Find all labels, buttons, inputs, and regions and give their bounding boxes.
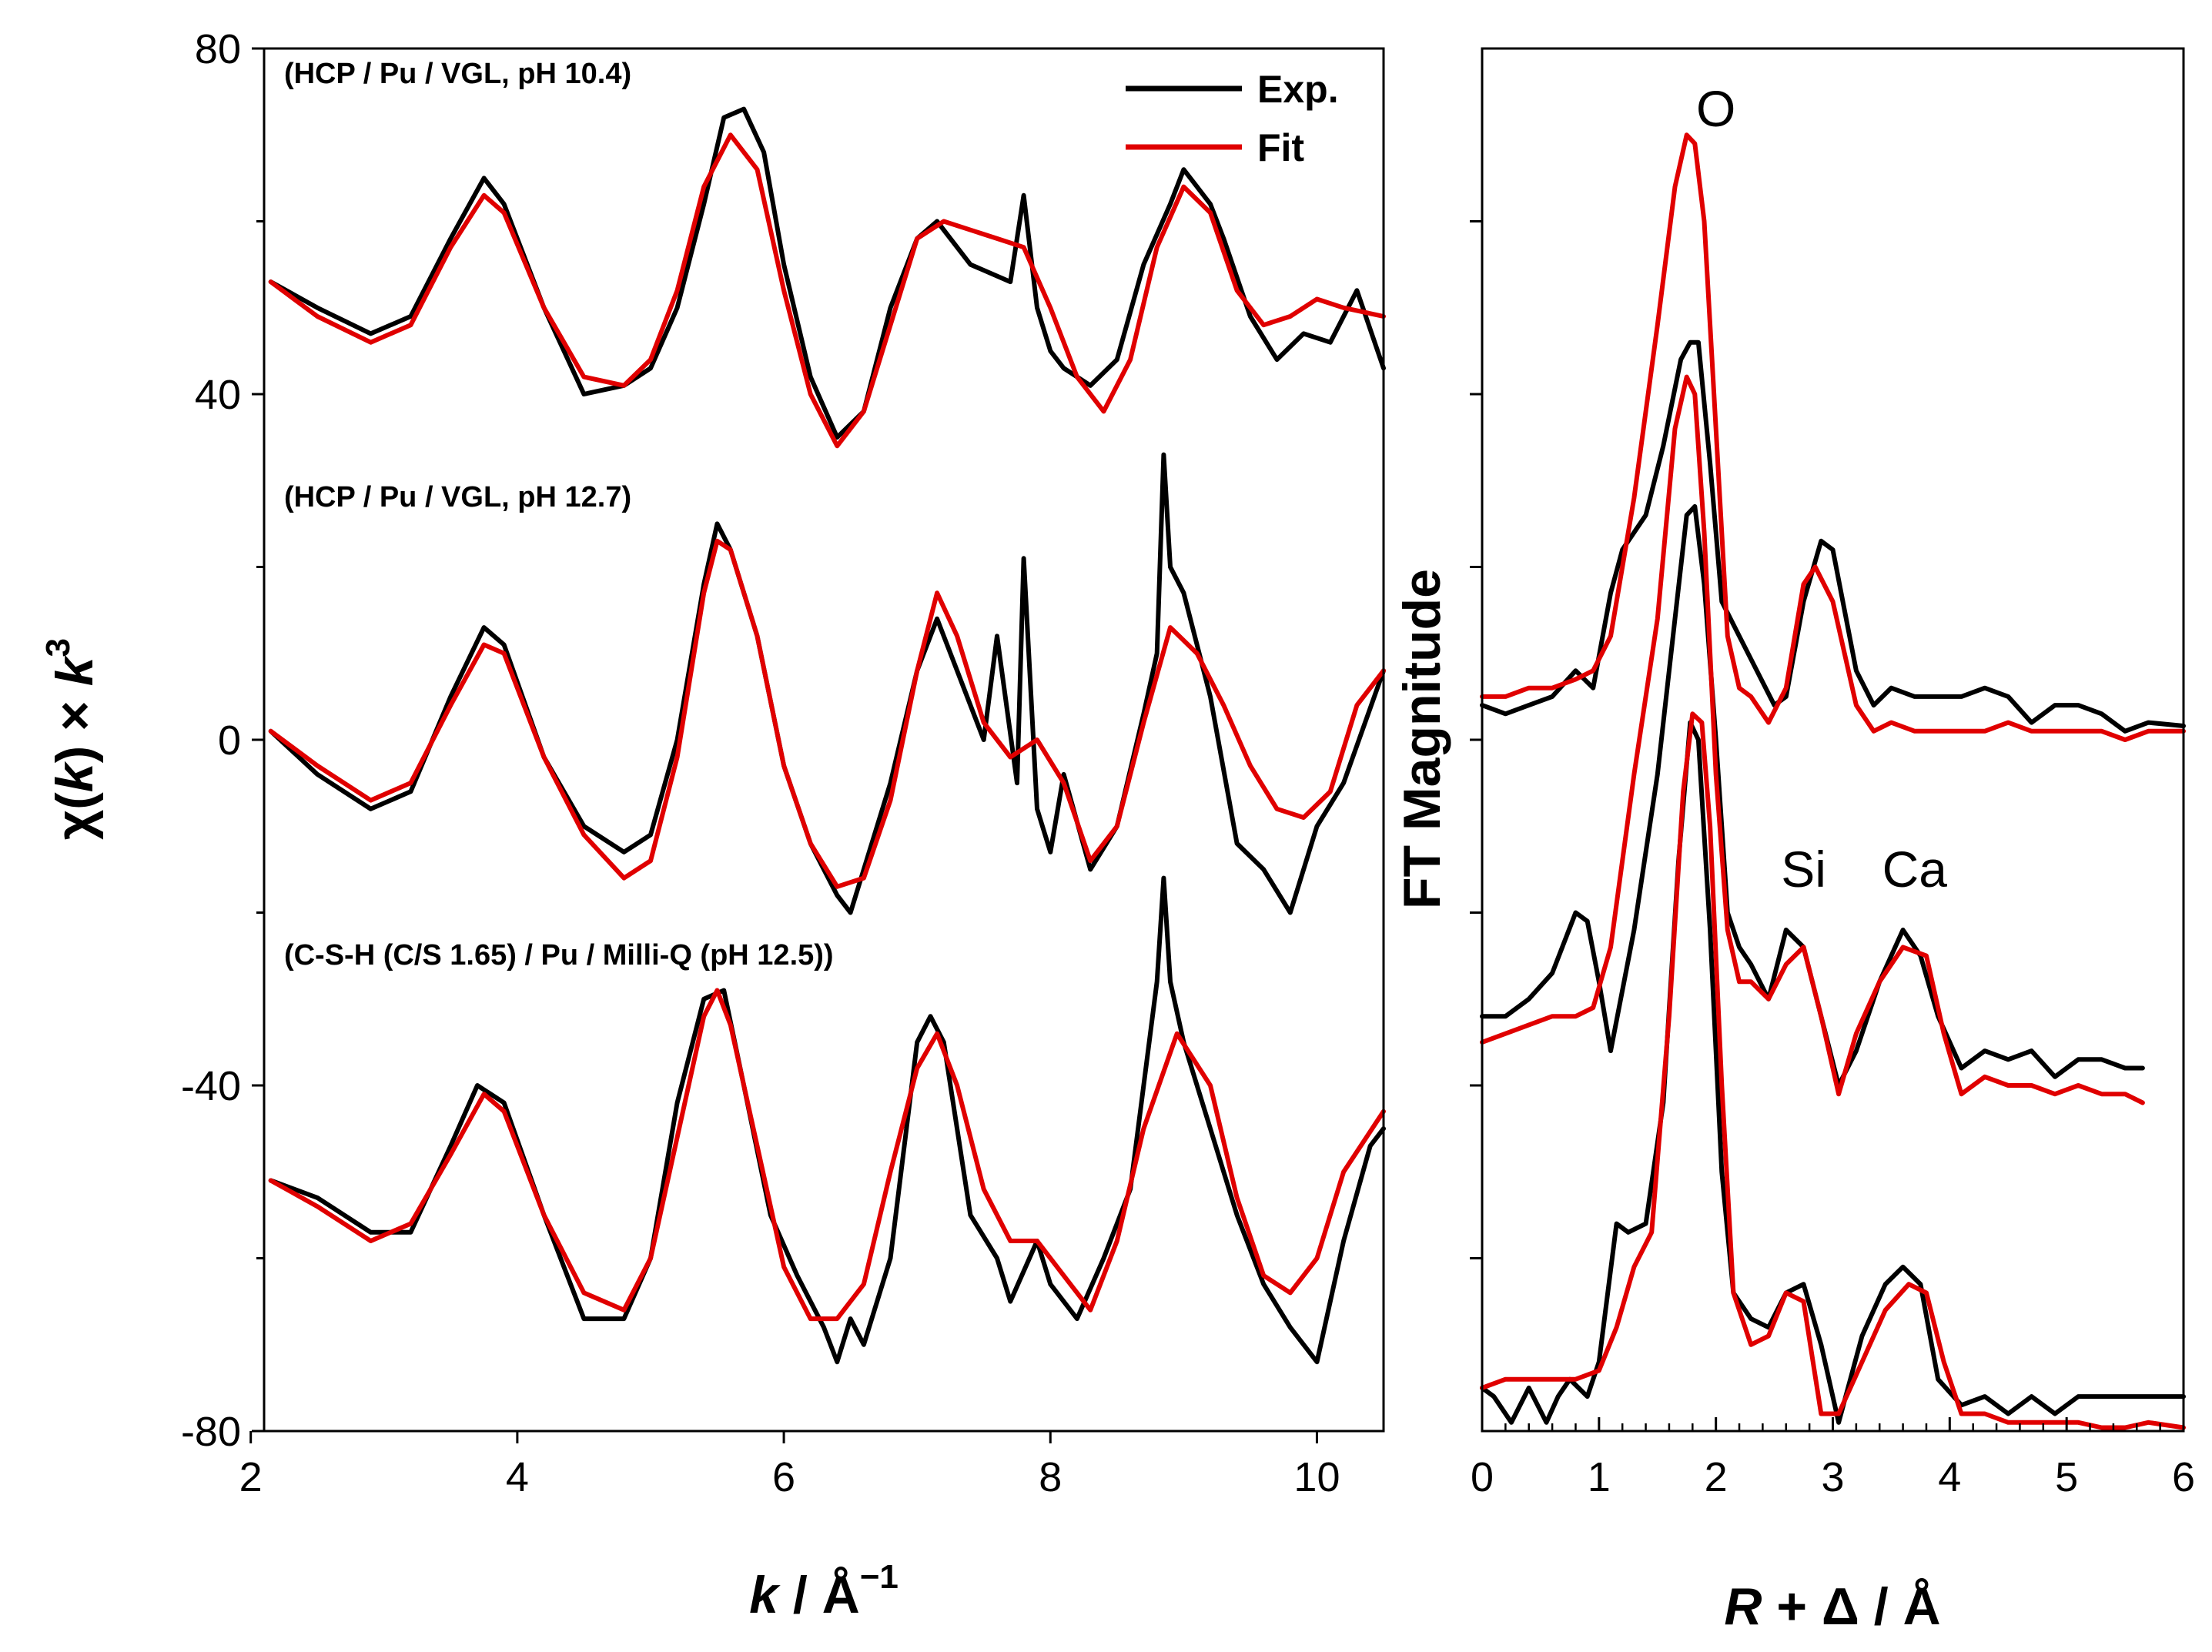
legend-fit-label: Fit — [1257, 126, 1304, 169]
left-y-tick-label-4: 80 — [195, 26, 241, 72]
left-y-tick-label-1: -40 — [181, 1063, 241, 1109]
right-x-tick-label-6: 6 — [2172, 1454, 2195, 1500]
left-trace-annotation-0: (HCP / Pu / VGL, pH 10.4) — [284, 58, 631, 90]
left-x-axis-title: k / Å−1 — [749, 1558, 899, 1624]
legend-exp-label: Exp. — [1257, 68, 1339, 111]
right-fit-line-5 — [1480, 711, 2186, 1430]
left-trace-annotation-1: (HCP / Pu / VGL, pH 12.7) — [284, 481, 631, 513]
left-y-tick-label-3: 40 — [195, 372, 241, 418]
left-panel-chi-k3: 2 4 6 8 10 -80 -40 0 40 80 (HCP / Pu / VGL, pH 10… — [39, 26, 1386, 1624]
left-fit-line-1 — [268, 132, 1386, 449]
right-x-tick-label-5: 5 — [2055, 1454, 2078, 1500]
peak-label-ca: Ca — [1882, 841, 1948, 898]
right-plot-frame — [1481, 47, 2185, 1433]
right-axes: 0 1 2 3 4 5 6 — [1470, 220, 2195, 1500]
peak-label-o: O — [1696, 80, 1735, 137]
left-series-group — [268, 106, 1386, 1365]
right-y-axis-title: FT Magnitude — [1393, 569, 1451, 909]
left-exp-line-4 — [268, 875, 1386, 1365]
left-x-tick-label-2: 6 — [772, 1454, 795, 1500]
right-exp-line-0 — [1480, 339, 2186, 734]
right-fit-line-1 — [1480, 132, 2186, 742]
right-x-tick-label-1: 1 — [1588, 1454, 1611, 1500]
left-trace-annotation-2: (C-S-H (C/S 1.65) / Pu / Milli-Q (pH 12.… — [284, 939, 834, 971]
left-x-tick-label-0: 2 — [239, 1454, 263, 1500]
right-panel-ft-magnitude: 0 1 2 3 4 5 6 O Si Ca FT Magnitude R + Δ / Å — [1393, 47, 2195, 1636]
right-x-tick-label-4: 4 — [1938, 1454, 1961, 1500]
left-y-tick-label-2: 0 — [218, 717, 241, 764]
left-fit-line-3 — [268, 538, 1386, 889]
legend: Exp. Fit — [1126, 68, 1339, 169]
right-x-tick-label-3: 3 — [1821, 1454, 1844, 1500]
left-x-tick-label-3: 8 — [1039, 1454, 1062, 1500]
left-fit-line-5 — [268, 988, 1386, 1322]
right-x-axis-title: R + Δ / Å — [1724, 1577, 1940, 1636]
left-y-axis-title: χ(k) × k3 — [39, 638, 104, 840]
right-fit-line-3 — [1480, 374, 2145, 1105]
right-x-tick-label-0: 0 — [1471, 1454, 1494, 1500]
peak-label-si: Si — [1781, 841, 1826, 898]
right-x-tick-label-2: 2 — [1705, 1454, 1728, 1500]
left-axes: 2 4 6 8 10 -80 -40 0 40 80 — [181, 26, 1340, 1500]
left-x-tick-label-4: 10 — [1293, 1454, 1340, 1500]
right-exp-line-4 — [1480, 720, 2186, 1425]
right-peak-labels: O Si Ca — [1696, 80, 1947, 898]
left-exp-line-2 — [268, 452, 1386, 915]
left-x-tick-label-1: 4 — [506, 1454, 529, 1500]
left-annotations: (HCP / Pu / VGL, pH 10.4) (HCP / Pu / VGL… — [284, 58, 834, 971]
right-series-group — [1480, 132, 2186, 1430]
right-exp-line-2 — [1480, 503, 2145, 1088]
left-y-tick-label-0: -80 — [181, 1409, 241, 1455]
